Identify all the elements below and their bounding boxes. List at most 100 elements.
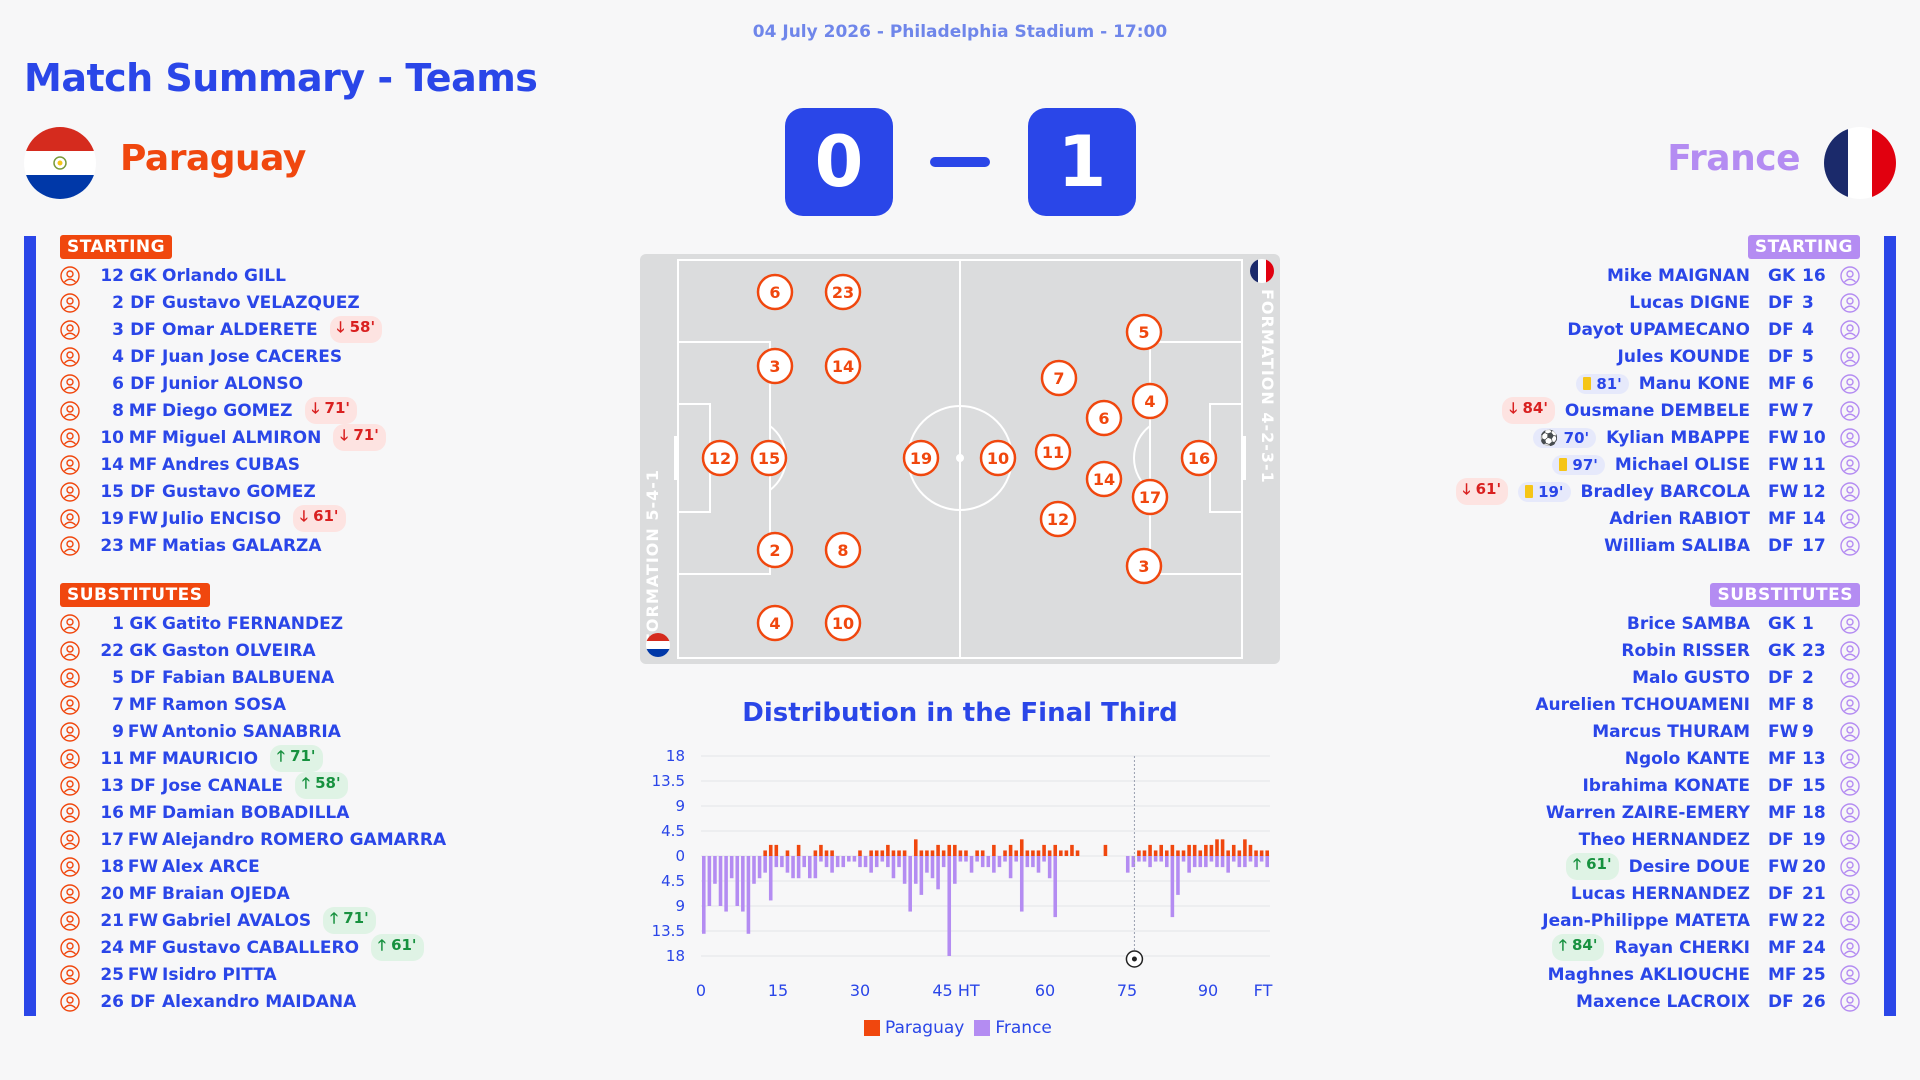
player-row[interactable]: 8 MF Diego GOMEZ 🡓 71': [60, 397, 386, 424]
france-bar: [1176, 856, 1180, 895]
player-row[interactable]: 25 FW Isidro PITTA: [60, 961, 446, 988]
france-bar: [741, 856, 745, 912]
france-bar: [1248, 856, 1253, 862]
player-row[interactable]: Brice SAMBA GK 1: [1535, 610, 1860, 637]
away-player-marker[interactable]: 12: [1039, 500, 1077, 538]
france-bar: [1265, 856, 1269, 868]
away-player-marker[interactable]: 16: [1180, 439, 1218, 477]
player-row[interactable]: 12 GK Orlando GILL: [60, 262, 386, 289]
player-row[interactable]: 16 MF Damian BOBADILLA: [60, 799, 446, 826]
home-player-marker[interactable]: 23: [824, 273, 862, 311]
player-row[interactable]: Jules KOUNDE DF 5: [1456, 343, 1860, 370]
away-player-marker[interactable]: 7: [1040, 359, 1078, 397]
player-row[interactable]: Lucas DIGNE DF 3: [1456, 289, 1860, 316]
player-name: Isidro PITTA: [162, 964, 277, 985]
player-row[interactable]: Mike MAIGNAN GK 16: [1456, 262, 1860, 289]
player-row[interactable]: 1 GK Gatito FERNANDEZ: [60, 610, 446, 637]
player-row[interactable]: 🡑 84' Rayan CHERKI MF 24: [1535, 934, 1860, 961]
player-row[interactable]: Warren ZAIRE-EMERY MF 18: [1535, 799, 1860, 826]
player-row[interactable]: 6 DF Junior ALONSO: [60, 370, 386, 397]
away-player-marker[interactable]: 4: [1131, 382, 1169, 420]
player-row[interactable]: Jean-Philippe MATETA FW 22: [1535, 907, 1860, 934]
away-player-marker[interactable]: 5: [1125, 313, 1163, 351]
player-name: Gaston OLVEIRA: [162, 640, 316, 661]
player-row[interactable]: 17 FW Alejandro ROMERO GAMARRA: [60, 826, 446, 853]
player-row[interactable]: 23 MF Matias GALARZA: [60, 532, 386, 559]
player-row[interactable]: 10 MF Miguel ALMIRON 🡓 71': [60, 424, 386, 451]
player-row[interactable]: 22 GK Gaston OLVEIRA: [60, 637, 446, 664]
player-row[interactable]: 81' Manu KONE MF 6: [1456, 370, 1860, 397]
player-row[interactable]: 🡓 61' 19' Bradley BARCOLA FW 12: [1455, 478, 1860, 505]
home-player-marker[interactable]: 19: [902, 439, 940, 477]
player-row[interactable]: Maghnes AKLIOUCHE MF 25: [1535, 961, 1860, 988]
home-player-marker[interactable]: 14: [824, 347, 862, 385]
player-row[interactable]: Maxence LACROIX DF 26: [1535, 988, 1860, 1015]
player-row[interactable]: Malo GUSTO DF 2: [1535, 664, 1860, 691]
player-row[interactable]: 2 DF Gustavo VELAZQUEZ: [60, 289, 386, 316]
paraguay-bar: [1226, 850, 1230, 856]
france-bar: [852, 856, 857, 862]
player-row[interactable]: 14 MF Andres CUBAS: [60, 451, 386, 478]
marker-number: 6: [769, 283, 780, 302]
player-row[interactable]: 21 FW Gabriel AVALOS 🡑 71': [60, 907, 446, 934]
player-row[interactable]: 19 FW Julio ENCISO 🡓 61': [60, 505, 386, 532]
player-row[interactable]: 7 MF Ramon SOSA: [60, 691, 446, 718]
player-avatar-icon: [60, 667, 80, 688]
home-player-marker[interactable]: 10: [824, 604, 862, 642]
player-row[interactable]: Lucas HERNANDEZ DF 21: [1535, 880, 1860, 907]
player-row[interactable]: 18 FW Alex ARCE: [60, 853, 446, 880]
legend-swatch-france: [974, 1020, 991, 1036]
home-player-marker[interactable]: 12: [701, 439, 739, 477]
player-row[interactable]: Ngolo KANTE MF 13: [1535, 745, 1860, 772]
player-row[interactable]: 20 MF Braian OJEDA: [60, 880, 446, 907]
marker-number: 23: [832, 283, 854, 302]
player-row[interactable]: 11 MF MAURICIO 🡑 71': [60, 745, 446, 772]
player-row[interactable]: William SALIBA DF 17: [1456, 532, 1860, 559]
paraguay-bar: [941, 850, 946, 856]
home-player-marker[interactable]: 3: [756, 347, 794, 385]
player-row[interactable]: Theo HERNANDEZ DF 19: [1535, 826, 1860, 853]
home-player-marker[interactable]: 4: [756, 604, 794, 642]
player-row[interactable]: 3 DF Omar ALDERETE 🡓 58': [60, 316, 386, 343]
player-row[interactable]: 26 DF Alexandro MAIDANA: [60, 988, 446, 1015]
home-player-marker[interactable]: 6: [756, 273, 794, 311]
away-player-marker[interactable]: 14: [1085, 460, 1123, 498]
home-player-marker[interactable]: 2: [756, 531, 794, 569]
player-row[interactable]: 13 DF Jose CANALE 🡑 58': [60, 772, 446, 799]
ball-icon: ⚽: [1539, 428, 1564, 447]
away-player-marker[interactable]: 11: [1034, 433, 1072, 471]
player-row[interactable]: 9 FW Antonio SANABRIA: [60, 718, 446, 745]
player-row[interactable]: ⚽ 70' Kylian MBAPPE FW 10: [1456, 424, 1860, 451]
player-row[interactable]: 4 DF Juan Jose CACERES: [60, 343, 386, 370]
player-name: Fabian BALBUENA: [162, 667, 335, 688]
player-row[interactable]: 🡓 84' Ousmane DEMBELE FW 7: [1456, 397, 1860, 424]
away-player-marker[interactable]: 10: [979, 439, 1017, 477]
france-bar: [724, 856, 728, 912]
player-row[interactable]: 15 DF Gustavo GOMEZ: [60, 478, 386, 505]
away-subs-list: Brice SAMBA GK 1 Robin RISSER GK 23 Malo GUSTO…: [1535, 610, 1860, 1015]
player-number: 6: [112, 373, 124, 394]
player-name: William SALIBA: [1604, 535, 1750, 556]
player-position: MF: [1768, 937, 1797, 958]
player-row[interactable]: 24 MF Gustavo CABALLERO 🡑 61': [60, 934, 446, 961]
player-row[interactable]: Dayot UPAMECANO DF 4: [1456, 316, 1860, 343]
player-row[interactable]: Aurelien TCHOUAMENI MF 8: [1535, 691, 1860, 718]
player-row[interactable]: Ibrahima KONATE DF 15: [1535, 772, 1860, 799]
player-position: MF: [1768, 694, 1797, 715]
player-row[interactable]: Marcus THURAM FW 9: [1535, 718, 1860, 745]
home-player-marker[interactable]: 8: [824, 531, 862, 569]
home-player-marker[interactable]: 15: [750, 439, 788, 477]
france-bar: [1014, 856, 1018, 862]
player-position: GK: [129, 265, 157, 286]
away-player-marker[interactable]: 3: [1125, 547, 1163, 585]
player-row[interactable]: 97' Michael OLISE FW 11: [1456, 451, 1860, 478]
away-player-marker[interactable]: 6: [1085, 399, 1123, 437]
player-row[interactable]: 🡑 61' Desire DOUE FW 20: [1535, 853, 1860, 880]
away-player-marker[interactable]: 17: [1131, 478, 1169, 516]
player-row[interactable]: Adrien RABIOT MF 14: [1456, 505, 1860, 532]
final-third-chart: 18 13.5 9 4.5 0 4.5 9 13.5 18 0 15 30 45 HT 60 75 90 FT: [640, 740, 1280, 1020]
player-row[interactable]: Robin RISSER GK 23: [1535, 637, 1860, 664]
france-bar: [813, 856, 818, 879]
player-row[interactable]: 5 DF Fabian BALBUENA: [60, 664, 446, 691]
player-name: Antonio SANABRIA: [162, 721, 341, 742]
